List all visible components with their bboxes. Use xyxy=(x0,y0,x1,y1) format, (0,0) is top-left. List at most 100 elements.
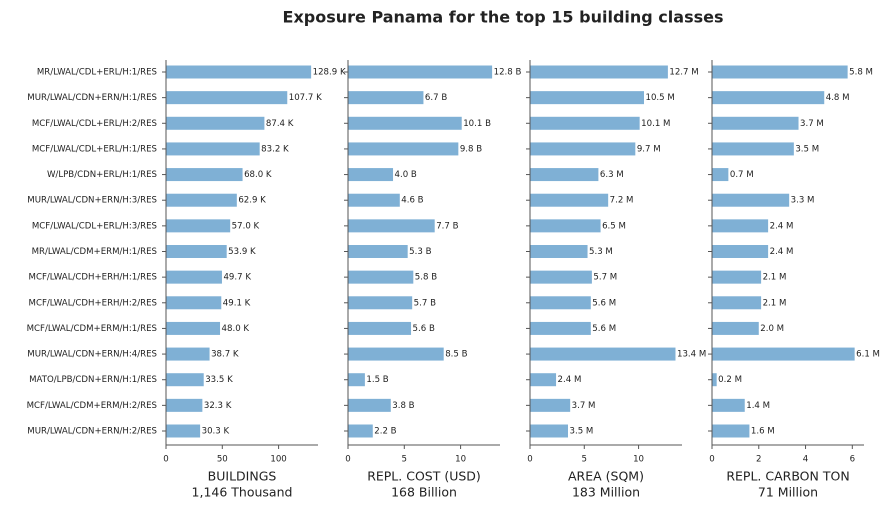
value-label: 10.1 M xyxy=(641,119,670,129)
value-label: 30.3 K xyxy=(202,427,230,437)
bar xyxy=(712,65,848,79)
value-label: 5.7 B xyxy=(414,298,436,308)
value-label: 5.7 M xyxy=(593,273,617,283)
bar xyxy=(530,347,676,361)
value-label: 57.0 K xyxy=(232,221,260,231)
value-label: 3.3 M xyxy=(791,196,815,206)
bar xyxy=(530,296,591,310)
chart-title: Exposure Panama for the top 15 building … xyxy=(283,8,724,27)
value-label: 38.7 K xyxy=(211,350,239,360)
value-label: 49.7 K xyxy=(223,273,251,283)
bar xyxy=(166,116,265,130)
value-label: 49.1 K xyxy=(223,298,251,308)
x-tick-label: 10 xyxy=(455,455,466,465)
bar xyxy=(530,142,636,156)
value-label: 2.0 M xyxy=(760,324,784,334)
bar xyxy=(712,321,759,335)
x-tick-label: 4 xyxy=(803,455,808,465)
bar xyxy=(348,116,462,130)
value-label: 12.7 M xyxy=(669,68,698,78)
y-tick-label: MCF/LWAL/CDM+ERM/H:2/RES xyxy=(27,401,157,411)
value-label: 7.7 B xyxy=(436,221,458,231)
bar xyxy=(348,296,413,310)
x-axis-label: BUILDINGS xyxy=(208,469,277,484)
bar xyxy=(712,347,855,361)
bar xyxy=(166,65,312,79)
value-label: 68.0 K xyxy=(244,170,272,180)
bar xyxy=(166,245,227,258)
x-tick-label: 0 xyxy=(527,455,532,465)
value-label: 0.2 M xyxy=(718,375,742,385)
x-tick-label: 2 xyxy=(756,455,761,465)
x-tick-label: 100 xyxy=(270,455,286,465)
value-label: 83.2 K xyxy=(261,144,289,154)
value-label: 1.4 M xyxy=(746,401,770,411)
value-label: 3.5 M xyxy=(570,427,594,437)
value-label: 13.4 M xyxy=(677,350,706,360)
value-label: 5.3 M xyxy=(589,247,613,257)
bar xyxy=(530,270,592,284)
bar xyxy=(530,116,640,130)
y-tick-label: W/LPB/CDN+ERL/H:1/RES xyxy=(47,170,157,180)
y-tick-label: MR/LWAL/CDL+ERL/H:1/RES xyxy=(37,68,157,78)
y-tick-label: MUR/LWAL/CDN+ERN/H:1/RES xyxy=(27,93,157,103)
y-tick-label: MCF/LWAL/CDL+ERL/H:1/RES xyxy=(32,144,157,154)
bar xyxy=(348,270,414,284)
bar xyxy=(530,398,571,412)
value-label: 8.5 B xyxy=(445,350,467,360)
bar xyxy=(348,398,391,412)
bar xyxy=(712,116,799,130)
value-label: 3.7 M xyxy=(800,119,824,129)
x-tick-label: 10 xyxy=(633,455,644,465)
value-label: 3.8 B xyxy=(392,401,414,411)
value-label: 5.6 M xyxy=(592,298,616,308)
x-tick-label: 5 xyxy=(582,455,587,465)
value-label: 2.1 M xyxy=(763,298,787,308)
value-label: 2.4 M xyxy=(770,221,794,231)
x-tick-label: 50 xyxy=(217,455,228,465)
x-axis-sublabel: 183 Million xyxy=(572,485,640,500)
bar xyxy=(530,424,568,438)
bar xyxy=(712,398,745,412)
bar xyxy=(348,347,444,361)
bar xyxy=(348,219,435,233)
y-tick-label: MR/LWAL/CDM+ERM/H:1/RES xyxy=(32,247,157,257)
value-label: 1.6 M xyxy=(751,427,775,437)
bar xyxy=(712,424,750,438)
x-axis-sublabel: 71 Million xyxy=(758,485,818,500)
value-label: 1.5 B xyxy=(366,375,388,385)
value-label: 5.3 B xyxy=(409,247,431,257)
x-axis-sublabel: 1,146 Thousand xyxy=(192,485,293,500)
x-tick-label: 6 xyxy=(850,455,855,465)
y-tick-label: MCF/LWAL/CDM+ERM/H:1/RES xyxy=(27,324,157,334)
bar xyxy=(530,321,591,335)
bar xyxy=(712,296,762,310)
bar xyxy=(712,193,790,207)
bar xyxy=(712,245,769,258)
x-tick-label: 0 xyxy=(709,455,714,465)
bar xyxy=(530,91,644,105)
bar xyxy=(166,296,222,310)
bar xyxy=(166,168,243,182)
bar xyxy=(712,373,717,387)
value-label: 7.2 M xyxy=(610,196,634,206)
bar xyxy=(712,270,762,284)
x-axis-label: REPL. COST (USD) xyxy=(367,469,481,484)
y-tick-label: MUR/LWAL/CDN+ERN/H:2/RES xyxy=(27,427,157,437)
value-label: 128.9 K xyxy=(313,68,346,78)
bar xyxy=(712,168,729,182)
bar xyxy=(166,193,237,207)
value-label: 0.7 M xyxy=(730,170,754,180)
value-label: 62.9 K xyxy=(238,196,266,206)
bar xyxy=(348,245,408,258)
bar xyxy=(712,219,769,233)
value-label: 4.8 M xyxy=(826,93,850,103)
bar xyxy=(348,65,493,79)
value-label: 4.0 B xyxy=(395,170,417,180)
x-axis-label: AREA (SQM) xyxy=(568,469,644,484)
value-label: 48.0 K xyxy=(222,324,250,334)
bar xyxy=(166,373,204,387)
value-label: 53.9 K xyxy=(228,247,256,257)
value-label: 32.3 K xyxy=(204,401,232,411)
